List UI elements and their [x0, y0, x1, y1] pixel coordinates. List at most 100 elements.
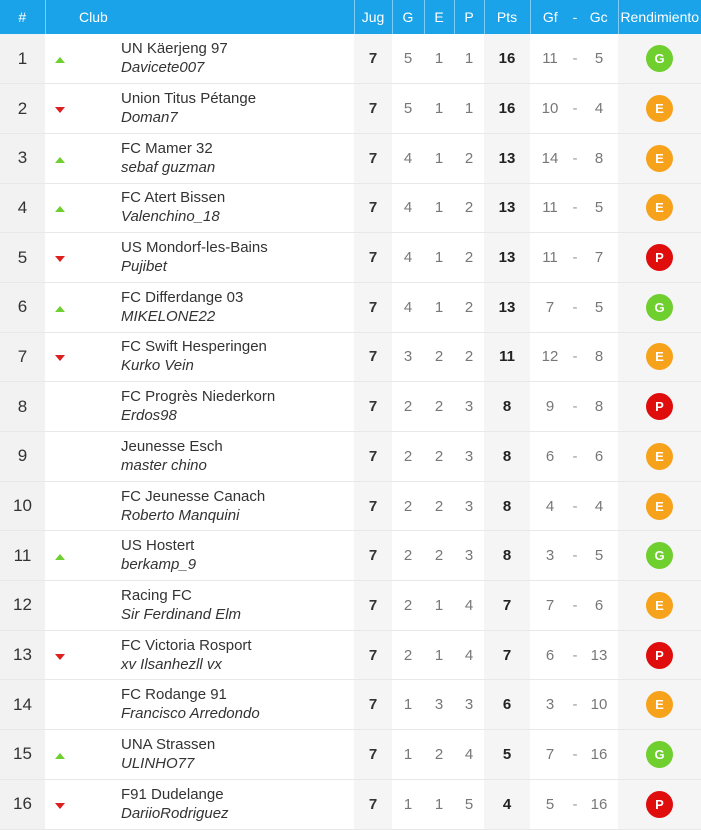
- manager-name[interactable]: Erdos98: [121, 407, 177, 425]
- table-row[interactable]: 8 FC Progrès Niederkorn Erdos98 7 2 2 3 8 9-8 P: [0, 381, 701, 432]
- manager-name[interactable]: ULINHO77: [121, 754, 195, 772]
- club-name[interactable]: FC Mamer 32: [121, 139, 213, 157]
- club-cell[interactable]: Jeunesse Esch master chino: [75, 432, 354, 482]
- club-cell[interactable]: FC Progrès Niederkorn Erdos98: [75, 382, 354, 432]
- club-cell[interactable]: FC Rodange 91 Francisco Arredondo: [75, 680, 354, 730]
- club-name[interactable]: FC Progrès Niederkorn: [121, 388, 276, 406]
- manager-name[interactable]: Pujibet: [121, 258, 167, 276]
- header-position[interactable]: #: [0, 0, 46, 34]
- goals-for-cell: 11: [542, 50, 558, 68]
- trend-cell: [45, 481, 75, 531]
- manager-name[interactable]: Sir Ferdinand Elm: [121, 605, 242, 623]
- goals-against-cell: 13: [590, 646, 608, 664]
- table-row[interactable]: 11 US Hostert berkamp_9 7 2 2 3 8 3-5 G: [0, 530, 701, 581]
- club-cell[interactable]: FC Atert Bissen Valenchino_18: [75, 183, 354, 233]
- table-row[interactable]: 4 FC Atert Bissen Valenchino_18 7 4 1 2 13 11-5 E: [0, 183, 701, 233]
- club-cell[interactable]: FC Jeunesse Canach Roberto Manquini: [75, 481, 354, 531]
- header-performance[interactable]: Rendimiento: [620, 9, 700, 25]
- club-name[interactable]: FC Rodange 91: [121, 686, 227, 704]
- club-cell[interactable]: F91 Dudelange DariioRodriguez: [75, 779, 354, 829]
- header-club[interactable]: Club: [75, 0, 355, 34]
- position-cell: 3: [0, 133, 45, 184]
- header-points[interactable]: Pts: [484, 0, 531, 34]
- table-row[interactable]: 1 UN Käerjeng 97 Davicete007 7 5 1 1 16 11-5 G: [0, 34, 701, 84]
- manager-name[interactable]: sebaf guzman: [121, 158, 216, 176]
- goal-separator: -: [572, 249, 578, 267]
- table-row[interactable]: 5 US Mondorf-les-Bains Pujibet 7 4 1 2 13 11-7 P: [0, 232, 701, 283]
- table-row[interactable]: 13 FC Victoria Rosport xv Ilsanhezll vx 7 2 1…: [0, 630, 701, 680]
- club-cell[interactable]: US Mondorf-les-Bains Pujibet: [75, 233, 354, 283]
- played-cell: 7: [354, 282, 392, 333]
- club-cell[interactable]: FC Swift Hesperingen Kurko Vein: [75, 332, 354, 382]
- won-cell: 1: [403, 696, 413, 714]
- performance-cell: E: [618, 679, 701, 730]
- trend-cell: [45, 531, 75, 581]
- club-name[interactable]: Union Titus Pétange: [121, 90, 257, 108]
- club-name[interactable]: FC Atert Bissen: [121, 189, 226, 207]
- header-won[interactable]: G: [392, 0, 425, 34]
- club-name[interactable]: UNA Strassen: [121, 735, 216, 753]
- club-name[interactable]: FC Swift Hesperingen: [121, 338, 267, 356]
- table-row[interactable]: 12 Racing FC Sir Ferdinand Elm 7 2 1 4 7 7-6 E: [0, 580, 701, 631]
- won-cell: 2: [403, 596, 413, 614]
- club-cell[interactable]: Racing FC Sir Ferdinand Elm: [75, 581, 354, 631]
- manager-name[interactable]: Valenchino_18: [121, 208, 220, 226]
- table-row[interactable]: 3 FC Mamer 32 sebaf guzman 7 4 1 2 13 14-8 E: [0, 133, 701, 184]
- club-cell[interactable]: FC Victoria Rosport xv Ilsanhezll vx: [75, 630, 354, 680]
- goal-separator: -: [572, 547, 578, 565]
- performance-badge: P: [646, 244, 673, 272]
- goal-separator: -: [572, 149, 578, 167]
- position-cell: 15: [0, 729, 45, 780]
- manager-name[interactable]: MIKELONE22: [121, 307, 216, 325]
- table-row[interactable]: 6 FC Differdange 03 MIKELONE22 7 4 1 2 13 7-5 G: [0, 282, 701, 333]
- position-cell: 12: [0, 580, 45, 631]
- manager-name[interactable]: Kurko Vein: [121, 357, 194, 375]
- table-row[interactable]: 9 Jeunesse Esch master chino 7 2 2 3 8 6-6 E: [0, 431, 701, 482]
- club-name[interactable]: UN Käerjeng 97: [121, 40, 228, 58]
- manager-name[interactable]: master chino: [121, 456, 207, 474]
- header-drawn[interactable]: E: [424, 0, 455, 34]
- club-cell[interactable]: FC Mamer 32 sebaf guzman: [75, 133, 354, 183]
- won-cell: 1: [403, 795, 413, 813]
- table-row[interactable]: 2 Union Titus Pétange Doman7 7 5 1 1 16 10-4 E: [0, 83, 701, 134]
- manager-name[interactable]: Roberto Manquini: [121, 506, 240, 524]
- manager-name[interactable]: xv Ilsanhezll vx: [121, 655, 222, 673]
- table-row[interactable]: 14 FC Rodange 91 Francisco Arredondo 7 1 3 3 6 3…: [0, 679, 701, 730]
- club-name[interactable]: F91 Dudelange: [121, 785, 224, 803]
- goals-against-cell: 8: [594, 149, 604, 167]
- club-name[interactable]: Jeunesse Esch: [121, 437, 223, 455]
- club-cell[interactable]: Union Titus Pétange Doman7: [75, 84, 354, 134]
- club-name[interactable]: FC Differdange 03: [121, 288, 244, 306]
- club-cell[interactable]: FC Differdange 03 MIKELONE22: [75, 282, 354, 332]
- club-name[interactable]: FC Victoria Rosport: [121, 636, 252, 654]
- trend-cell: [45, 779, 75, 829]
- manager-name[interactable]: Davicete007: [121, 59, 205, 77]
- club-cell[interactable]: US Hostert berkamp_9: [75, 531, 354, 581]
- position-cell: 13: [0, 630, 45, 680]
- club-name[interactable]: FC Jeunesse Canach: [121, 487, 266, 505]
- manager-name[interactable]: Doman7: [121, 109, 178, 127]
- points-cell: 4: [484, 779, 530, 829]
- header-goals-for[interactable]: Gf: [542, 9, 558, 25]
- header-lost[interactable]: P: [454, 0, 485, 34]
- club-cell[interactable]: UN Käerjeng 97 Davicete007: [75, 34, 354, 84]
- club-name[interactable]: US Mondorf-les-Bains: [121, 239, 268, 257]
- goals-for-cell: 7: [545, 596, 555, 614]
- club-name[interactable]: US Hostert: [121, 537, 195, 555]
- club-name[interactable]: Racing FC: [121, 586, 192, 604]
- table-row[interactable]: 10 FC Jeunesse Canach Roberto Manquini 7 2 2 3…: [0, 481, 701, 531]
- lost-cell: 1: [464, 100, 474, 118]
- club-cell[interactable]: UNA Strassen ULINHO77: [75, 730, 354, 780]
- trend-cell: [45, 332, 75, 382]
- header-goals-against[interactable]: Gc: [580, 0, 619, 34]
- trend-up-icon: [55, 156, 65, 163]
- table-row[interactable]: 16 F91 Dudelange DariioRodriguez 7 1 1 5 4 5-16 P: [0, 779, 701, 829]
- header-played[interactable]: Jug: [354, 0, 393, 34]
- manager-name[interactable]: Francisco Arredondo: [121, 705, 260, 723]
- table-row[interactable]: 15 UNA Strassen ULINHO77 7 1 2 4 5 7-16 G: [0, 729, 701, 780]
- manager-name[interactable]: DariioRodriguez: [121, 804, 229, 822]
- points-cell: 8: [484, 381, 530, 432]
- header-trend: [45, 0, 75, 34]
- table-row[interactable]: 7 FC Swift Hesperingen Kurko Vein 7 3 2 2 11 12-…: [0, 332, 701, 382]
- manager-name[interactable]: berkamp_9: [121, 556, 197, 574]
